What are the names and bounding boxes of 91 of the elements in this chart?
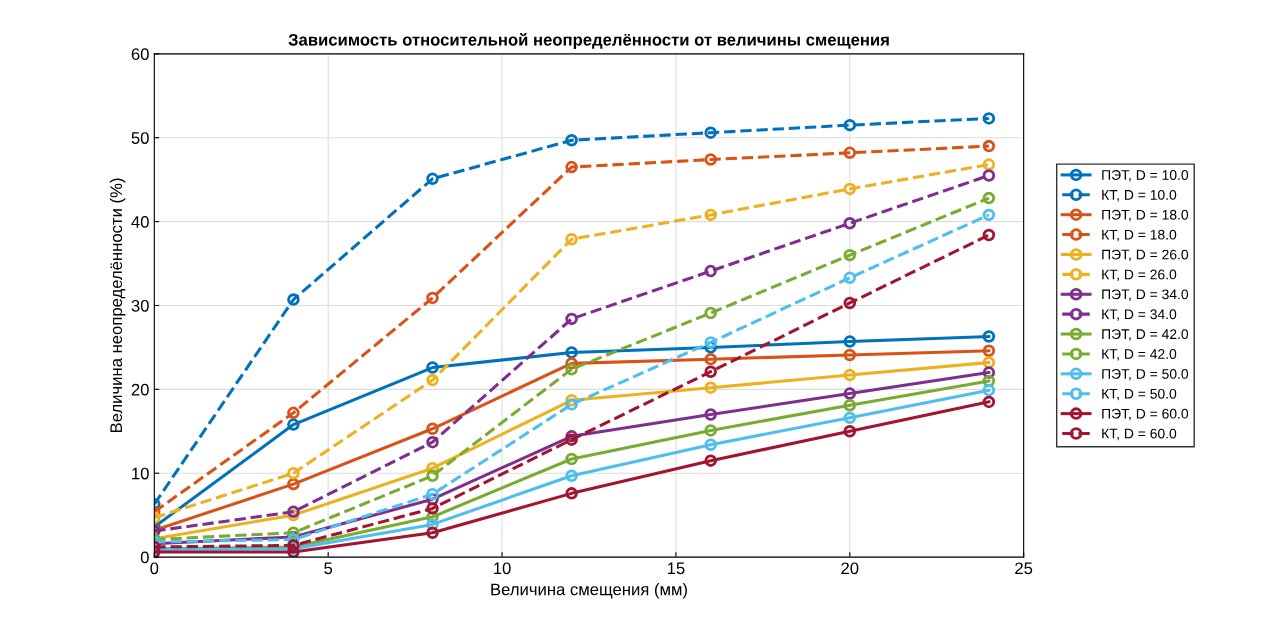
point — [982, 344, 996, 358]
point — [704, 381, 717, 394]
point — [982, 383, 996, 397]
legend-label: ПЭТ, D = 18.0 — [1102, 209, 1189, 222]
point — [426, 422, 439, 436]
chart-title: Зависимость относительной неопределённости от величины смещения — [288, 33, 889, 49]
y-tick-label: 50 — [131, 132, 149, 144]
legend-label: ПЭТ, D = 34.0 — [1102, 289, 1189, 301]
y-tick-label: 0 — [140, 551, 149, 564]
point — [704, 408, 717, 421]
point — [843, 217, 857, 230]
point — [982, 169, 996, 182]
x-tick-label: 15 — [667, 562, 685, 575]
point — [287, 293, 300, 306]
x-tick-label: 25 — [1015, 562, 1033, 575]
point — [982, 139, 996, 153]
legend-label: ПЭТ, D = 50.0 — [1102, 368, 1189, 381]
point — [565, 232, 578, 246]
point — [426, 469, 439, 482]
point — [426, 172, 439, 186]
x-tick-label: 5 — [324, 562, 333, 575]
point — [982, 395, 996, 409]
point — [565, 487, 578, 500]
y-tick-label: 60 — [131, 48, 149, 61]
point — [287, 418, 300, 431]
point — [982, 330, 996, 343]
point — [843, 335, 857, 348]
point — [843, 271, 857, 285]
point — [704, 336, 717, 349]
legend-label: КТ, D = 42.0 — [1102, 349, 1177, 361]
point — [843, 348, 857, 362]
point — [704, 352, 717, 366]
point — [426, 502, 439, 515]
point — [287, 466, 300, 480]
point — [982, 112, 996, 125]
point — [426, 361, 439, 374]
legend-label: КТ, D = 60.0 — [1102, 428, 1177, 441]
y-axis-title: Величина неопределённости (%) — [109, 178, 126, 433]
point — [704, 126, 717, 139]
y-tick-label: 10 — [132, 467, 149, 480]
point — [426, 435, 439, 449]
legend-label: КТ, D = 34.0 — [1102, 309, 1177, 321]
point — [843, 118, 857, 132]
point — [565, 452, 578, 466]
y-tick-label: 30 — [131, 299, 149, 312]
legend-label: ПЭТ, D = 42.0 — [1102, 329, 1189, 341]
x-axis-title: Величина смещения (мм) — [491, 583, 687, 599]
point — [843, 368, 857, 382]
x-tick-label: 20 — [841, 562, 859, 575]
point — [704, 454, 717, 467]
legend-label: ПЭТ, D = 10.0 — [1102, 170, 1189, 182]
point — [843, 425, 857, 438]
x-tick-label: 10 — [494, 562, 511, 575]
point — [565, 398, 578, 411]
point — [565, 469, 578, 482]
point — [843, 399, 857, 412]
point — [843, 296, 857, 310]
point — [287, 406, 300, 420]
legend-label: КТ, D = 26.0 — [1102, 269, 1177, 282]
point — [982, 191, 996, 205]
y-tick-label: 40 — [131, 216, 149, 228]
point — [704, 424, 717, 437]
point — [704, 306, 717, 320]
point — [565, 312, 578, 326]
point — [287, 477, 300, 491]
point — [426, 291, 439, 305]
legend-label: КТ, D = 10.0 — [1102, 189, 1177, 202]
point — [565, 160, 578, 174]
legend-label: ПЭТ, D = 26.0 — [1102, 249, 1189, 262]
legend-label: КТ, D = 18.0 — [1102, 229, 1177, 242]
point — [426, 526, 439, 540]
point — [426, 373, 439, 387]
point — [982, 228, 996, 242]
point — [426, 487, 439, 501]
point — [565, 133, 578, 147]
point — [704, 365, 717, 378]
point — [843, 182, 857, 196]
point — [704, 264, 717, 278]
legend-label: КТ, D = 50.0 — [1102, 388, 1177, 401]
legend-label: ПЭТ, D = 60.0 — [1102, 408, 1189, 421]
x-tick-label: 0 — [150, 562, 159, 575]
point — [982, 208, 996, 222]
point — [704, 208, 717, 222]
point — [565, 362, 578, 376]
point — [704, 438, 717, 451]
point — [843, 146, 857, 160]
y-tick-label: 20 — [131, 383, 149, 396]
point — [843, 248, 857, 262]
point — [704, 153, 717, 166]
point — [843, 411, 857, 425]
point — [843, 387, 857, 400]
